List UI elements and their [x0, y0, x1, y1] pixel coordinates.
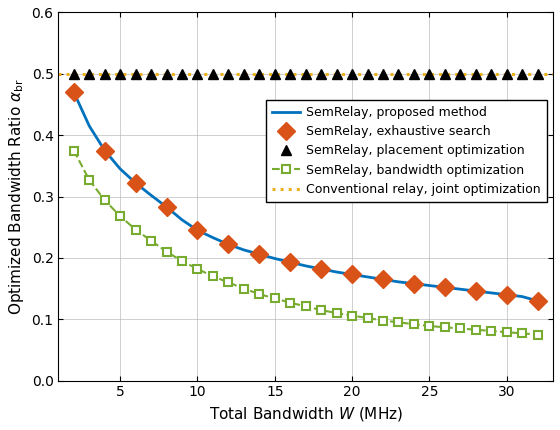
X-axis label: Total Bandwidth $W$ (MHz): Total Bandwidth $W$ (MHz)	[209, 405, 403, 423]
Y-axis label: Optimized Bandwidth Ratio $\alpha_{\rm br}$: Optimized Bandwidth Ratio $\alpha_{\rm b…	[7, 78, 26, 315]
Legend: SemRelay, proposed method, SemRelay, exhaustive search, SemRelay, placement opti: SemRelay, proposed method, SemRelay, exh…	[266, 100, 547, 202]
